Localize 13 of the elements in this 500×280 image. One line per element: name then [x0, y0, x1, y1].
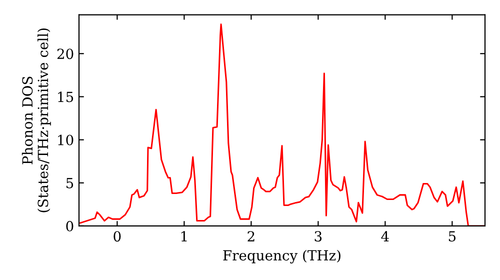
x-tick-label: 3	[314, 231, 322, 242]
y-tick-label: 15	[58, 92, 74, 102]
x-tick-label: 0	[114, 231, 121, 242]
x-axis-title: Frequency (THz)	[223, 250, 340, 264]
y-axis-title: Phonon DOS (States/THz·primitive cell)	[22, 28, 51, 212]
y-tick-label: 20	[57, 48, 74, 60]
x-tick-label: 4	[381, 231, 389, 242]
x-tick-label: 5	[448, 231, 456, 242]
x-tick-label: 2	[248, 231, 254, 242]
y-tick-label: 10	[58, 134, 74, 146]
x-tick-label: 1	[181, 231, 187, 242]
y-tick-label: 5	[66, 178, 74, 188]
y-tick-label: 0	[66, 220, 74, 232]
